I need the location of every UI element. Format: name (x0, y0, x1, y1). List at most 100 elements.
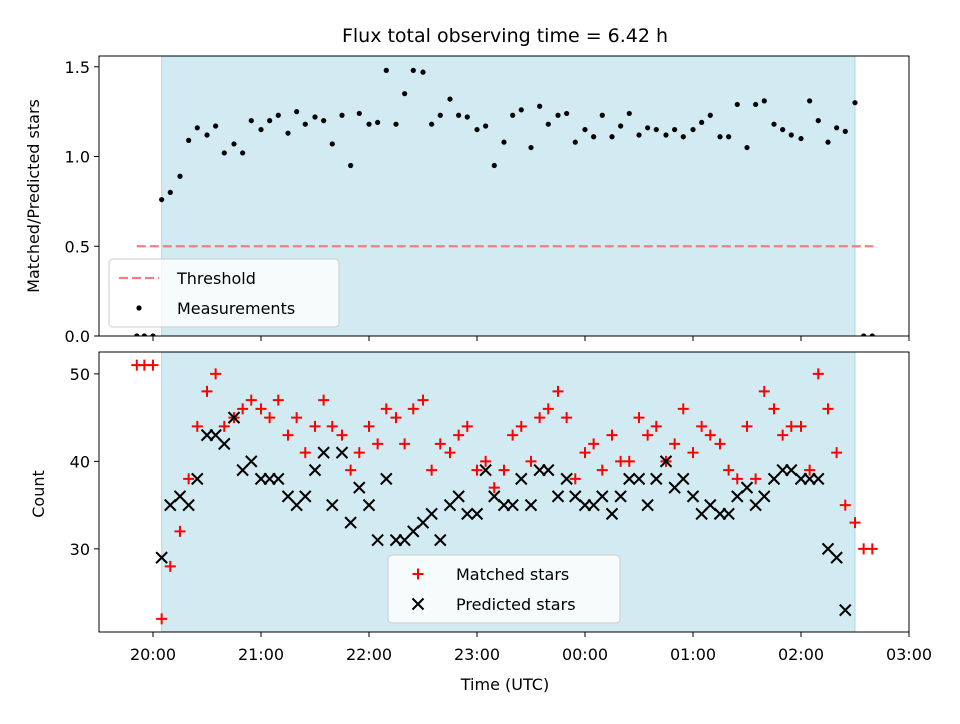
data-point (407, 525, 420, 538)
data-point (534, 412, 546, 424)
data-point (699, 119, 705, 126)
data-point (461, 420, 473, 432)
y-tick-label: 0.5 (65, 237, 90, 256)
legend-label: Measurements (177, 299, 295, 318)
data-point (704, 429, 716, 441)
x-tick-label: 20:00 (130, 645, 176, 664)
data-point (383, 67, 389, 73)
data-point (150, 333, 156, 336)
y-tick-label: 30 (70, 540, 90, 559)
legend-box (108, 258, 340, 328)
data-point (815, 118, 821, 124)
data-point (326, 420, 338, 432)
data-point (551, 490, 565, 503)
data-point (501, 139, 507, 145)
data-point (831, 447, 843, 459)
data-point (344, 516, 357, 529)
data-point (753, 101, 759, 108)
data-point (686, 490, 700, 503)
data-point (227, 411, 241, 424)
data-point (510, 112, 516, 118)
data-point (393, 121, 399, 127)
data-point (605, 507, 619, 521)
data-point (722, 507, 735, 521)
data-point (599, 112, 605, 118)
data-point (731, 473, 743, 485)
data-point (356, 110, 362, 117)
axes-frame (98, 55, 910, 337)
data-point (788, 132, 794, 138)
data-point (726, 134, 732, 140)
data-point (723, 464, 735, 476)
data-point (572, 139, 578, 145)
legend-label: Predicted stars (456, 595, 576, 614)
data-point (353, 481, 366, 494)
data-point (245, 394, 257, 406)
data-point (542, 463, 555, 477)
data-point (191, 420, 203, 432)
data-point (470, 507, 484, 521)
data-point (336, 429, 348, 441)
data-point (434, 533, 447, 547)
data-point (842, 128, 848, 134)
data-point (690, 126, 696, 133)
legend-marker-swatch (412, 568, 424, 580)
data-point (410, 67, 416, 73)
data-point (849, 517, 861, 529)
data-point (167, 189, 173, 196)
top-y-axis-label: Matched/Predicted stars (24, 99, 43, 293)
x-tick-label: 23:00 (454, 645, 500, 664)
data-point (506, 498, 519, 512)
data-point (839, 499, 851, 511)
data-point (515, 420, 527, 432)
data-point (164, 498, 177, 512)
data-point (299, 447, 311, 459)
data-point (474, 126, 480, 133)
data-point (479, 463, 492, 477)
data-point (582, 126, 588, 133)
data-point (650, 420, 662, 432)
data-point (335, 446, 349, 459)
data-point (552, 385, 564, 397)
data-point (663, 132, 669, 138)
data-point (155, 551, 168, 564)
data-point (245, 455, 258, 468)
data-point (645, 125, 651, 131)
data-point (525, 455, 537, 467)
data-point (812, 472, 825, 486)
data-point (569, 473, 581, 485)
data-point (677, 472, 690, 486)
data-point (650, 472, 663, 486)
legend-marker-swatch (411, 597, 425, 611)
data-point (456, 112, 462, 118)
x-axis-label: Time (UTC) (460, 675, 549, 694)
data-point (734, 101, 740, 108)
data-point (272, 472, 285, 486)
data-point (758, 490, 771, 503)
data-point (285, 130, 291, 136)
data-point (768, 403, 780, 415)
x-tick-label: 22:00 (346, 645, 392, 664)
data-point (588, 438, 600, 450)
data-point (329, 141, 335, 147)
series-plus (131, 359, 878, 625)
data-point (687, 447, 699, 459)
data-point (731, 490, 744, 503)
data-point (371, 533, 384, 547)
data-point (822, 403, 834, 415)
y-tick-label: 0.0 (65, 327, 90, 346)
data-point (299, 490, 312, 503)
data-point (362, 498, 376, 512)
data-point (852, 100, 858, 106)
data-point (717, 134, 723, 140)
data-point (429, 121, 435, 127)
data-point (483, 123, 489, 129)
data-point (518, 107, 524, 113)
data-point (560, 472, 573, 486)
data-point (480, 455, 492, 467)
data-point (363, 420, 375, 432)
data-point (596, 464, 608, 476)
data-point (807, 98, 813, 104)
data-point (714, 438, 726, 450)
data-point (614, 490, 627, 503)
